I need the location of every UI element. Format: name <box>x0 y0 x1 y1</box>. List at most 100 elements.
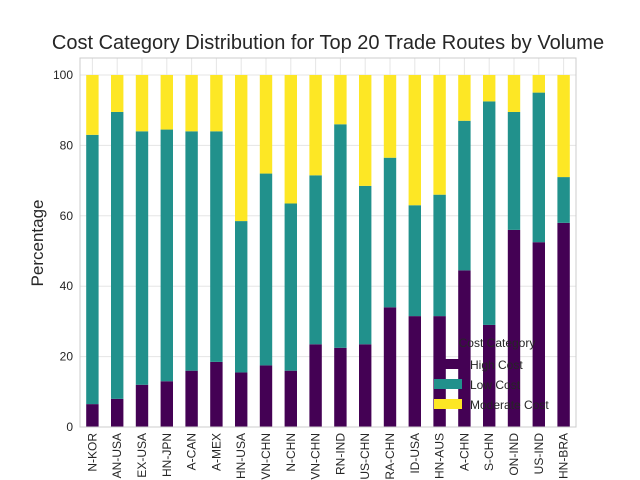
bar-segment-moderate-cost <box>557 75 570 178</box>
legend-swatch <box>434 399 462 409</box>
y-tick-label: 0 <box>66 420 73 434</box>
bar-segment-low-cost <box>483 101 496 325</box>
bar-segment-moderate-cost <box>309 75 322 176</box>
y-tick-label: 80 <box>60 138 74 152</box>
legend-swatch <box>434 379 462 389</box>
bar-segment-low-cost <box>259 173 273 366</box>
bar-segment-high-cost <box>259 365 273 427</box>
y-tick-label: 20 <box>60 350 74 364</box>
bar-segment-low-cost <box>458 120 471 271</box>
bar-segment-moderate-cost <box>284 75 297 204</box>
y-tick-label: 100 <box>53 68 73 82</box>
bar-segment-moderate-cost <box>111 75 124 112</box>
bar-segment-low-cost <box>135 131 149 385</box>
y-axis-ticks: 0 20 40 60 80 100 <box>53 68 73 434</box>
bar-segment-high-cost <box>185 370 198 427</box>
x-tick-label: N-KOR <box>85 433 99 472</box>
bar-segment-high-cost <box>359 344 372 427</box>
bar-segment-moderate-cost <box>383 75 397 158</box>
x-tick-label: N-CHN <box>284 433 298 472</box>
bar-segment-moderate-cost <box>433 75 446 195</box>
bar-segment-low-cost <box>433 194 446 317</box>
legend-entry-label: Low Cost <box>470 378 521 392</box>
x-tick-label: HN-JPN <box>160 433 174 477</box>
x-tick-label: ID-USA <box>408 433 422 474</box>
x-axis-ticks: N-KOR AN-USA EX-USA HN-JPN A-CAN A-MEX HN-USA V… <box>85 433 570 480</box>
x-tick-label: HN-USA <box>234 433 248 479</box>
bar-segment-moderate-cost <box>259 75 273 174</box>
x-tick-label: EX-USA <box>135 433 149 478</box>
bar-segment-low-cost <box>86 134 99 405</box>
bar-segment-low-cost <box>408 205 421 317</box>
bar-segment-moderate-cost <box>359 75 372 186</box>
x-tick-label: A-CHN <box>457 433 471 471</box>
bar-segment-low-cost <box>210 131 223 362</box>
bar-segment-high-cost <box>86 404 99 427</box>
bars <box>86 75 570 427</box>
bar-segment-high-cost <box>532 242 545 427</box>
bar-segment-low-cost <box>309 175 322 345</box>
x-tick-label: US-IND <box>532 433 546 475</box>
legend-title: Cost Category <box>459 336 536 350</box>
bar-segment-high-cost <box>309 344 322 427</box>
x-tick-label: US-CHN <box>358 433 372 480</box>
x-tick-label: HN-AUS <box>433 433 447 479</box>
bar-segment-high-cost <box>334 347 347 427</box>
bar-segment-high-cost <box>408 316 421 427</box>
bar-segment-moderate-cost <box>160 75 173 130</box>
bar-segment-high-cost <box>284 370 297 427</box>
bar-segment-moderate-cost <box>135 75 149 132</box>
bar-segment-moderate-cost <box>458 75 471 121</box>
bar-segment-low-cost <box>532 92 545 243</box>
bar-segment-high-cost <box>160 381 173 427</box>
bar-segment-low-cost <box>557 177 570 223</box>
bar-segment-moderate-cost <box>483 75 496 102</box>
chart-title: Cost Category Distribution for Top 20 Tr… <box>52 32 604 54</box>
bar-segment-low-cost <box>284 203 297 371</box>
bar-segment-high-cost <box>135 384 149 427</box>
bar-segment-moderate-cost <box>185 75 198 132</box>
x-tick-label: RA-CHN <box>383 433 397 480</box>
bar-segment-high-cost <box>210 361 223 427</box>
legend-swatch <box>434 359 462 369</box>
bar-segment-low-cost <box>334 124 347 348</box>
bar-segment-high-cost <box>235 372 248 427</box>
bar-segment-low-cost <box>383 157 397 308</box>
bar-segment-moderate-cost <box>334 75 347 125</box>
y-tick-label: 40 <box>60 279 74 293</box>
bar-segment-high-cost <box>483 324 496 427</box>
legend-entry-label: Moderate Cost <box>470 398 549 412</box>
bar-segment-low-cost <box>111 111 124 399</box>
bar-segment-high-cost <box>111 398 124 427</box>
x-tick-label: S-CHN <box>482 433 496 471</box>
bar-segment-high-cost <box>433 316 446 427</box>
bar-segment-high-cost <box>383 307 397 427</box>
bar-segment-high-cost <box>557 222 570 427</box>
bar-segment-low-cost <box>185 131 198 371</box>
bar-segment-moderate-cost <box>86 75 99 135</box>
x-tick-label: A-CAN <box>185 433 199 470</box>
y-tick-label: 60 <box>60 209 74 223</box>
plot-area-frame <box>79 57 577 428</box>
x-tick-label: VN-CHN <box>259 433 273 480</box>
bar-segment-low-cost <box>359 185 372 345</box>
x-tick-label: HN-BRA <box>557 433 571 479</box>
bar-segment-moderate-cost <box>210 75 223 132</box>
x-tick-label: A-MEX <box>209 433 223 471</box>
bar-segment-low-cost <box>507 111 521 230</box>
bar-segment-moderate-cost <box>507 75 521 112</box>
x-tick-label: RN-IND <box>333 433 347 475</box>
bar-segment-low-cost <box>235 221 248 373</box>
y-axis-label: Percentage <box>28 200 47 287</box>
bar-segment-moderate-cost <box>235 75 248 222</box>
x-tick-label: ON-IND <box>507 433 521 476</box>
legend: Cost Category High Cost Low Cost Moderate C… <box>434 336 549 412</box>
legend-entry-label: High Cost <box>470 358 523 372</box>
bar-segment-moderate-cost <box>532 75 545 93</box>
bar-segment-moderate-cost <box>408 75 421 206</box>
x-tick-label: AN-USA <box>110 433 124 478</box>
x-tick-label: VN-CHN <box>309 433 323 480</box>
bar-segment-high-cost <box>507 229 521 427</box>
bar-segment-low-cost <box>160 129 173 382</box>
